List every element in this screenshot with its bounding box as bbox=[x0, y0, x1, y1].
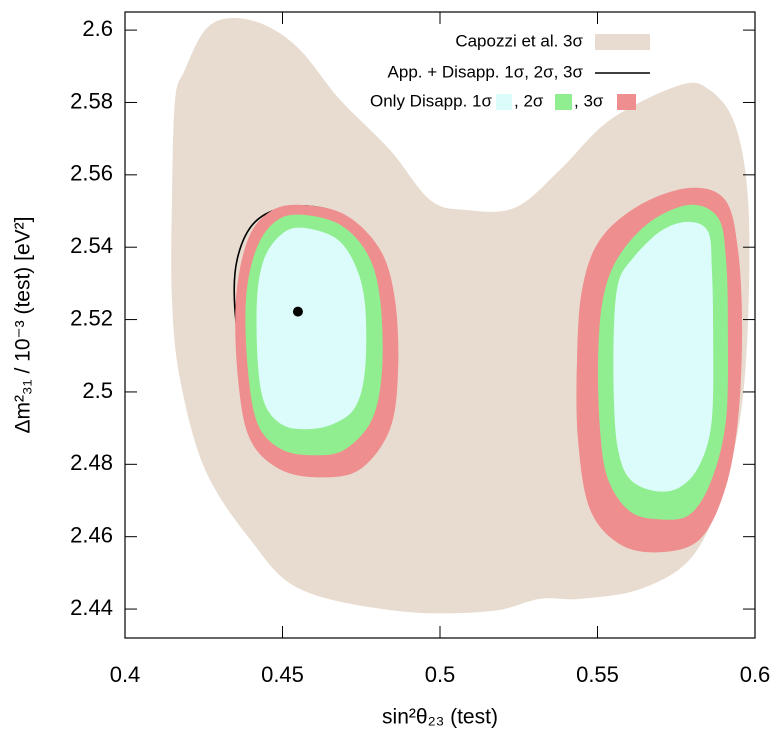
x-tick-label: 0.4 bbox=[110, 662, 141, 687]
legend-label: , 3σ bbox=[574, 91, 604, 110]
y-tick-label: 2.5 bbox=[82, 378, 113, 403]
y-tick-label: 2.56 bbox=[70, 161, 113, 186]
legend-label: App. + Disapp. 1σ, 2σ, 3σ bbox=[388, 62, 584, 81]
contour-region bbox=[613, 221, 714, 492]
legend-label: , 2σ bbox=[514, 91, 544, 110]
x-tick-label: 0.45 bbox=[261, 662, 304, 687]
x-tick-label: 0.5 bbox=[425, 662, 456, 687]
y-tick-label: 2.54 bbox=[70, 233, 113, 258]
y-tick-label: 2.58 bbox=[70, 88, 113, 113]
legend-swatch bbox=[555, 94, 572, 110]
y-tick-label: 2.46 bbox=[70, 522, 113, 547]
x-tick-label: 0.55 bbox=[576, 662, 619, 687]
legend-swatch bbox=[496, 94, 512, 110]
legend-label: Capozzi et al. 3σ bbox=[455, 31, 583, 50]
best-fit-point bbox=[292, 306, 303, 317]
x-tick-label: 0.6 bbox=[740, 662, 771, 687]
y-axis-title: Δm²₃₁ / 10⁻³ (test) [eV²] bbox=[12, 217, 35, 434]
x-axis-title: sin²θ₂₃ (test) bbox=[382, 706, 498, 729]
y-tick-label: 2.44 bbox=[70, 595, 113, 620]
contour-region bbox=[256, 227, 367, 430]
legend-swatch bbox=[595, 34, 650, 50]
legend-label: Only Disapp. 1σ bbox=[370, 91, 492, 110]
legend-swatch bbox=[617, 94, 636, 110]
y-tick-label: 2.52 bbox=[70, 305, 113, 330]
y-tick-label: 2.6 bbox=[82, 16, 113, 41]
y-tick-label: 2.48 bbox=[70, 450, 113, 475]
